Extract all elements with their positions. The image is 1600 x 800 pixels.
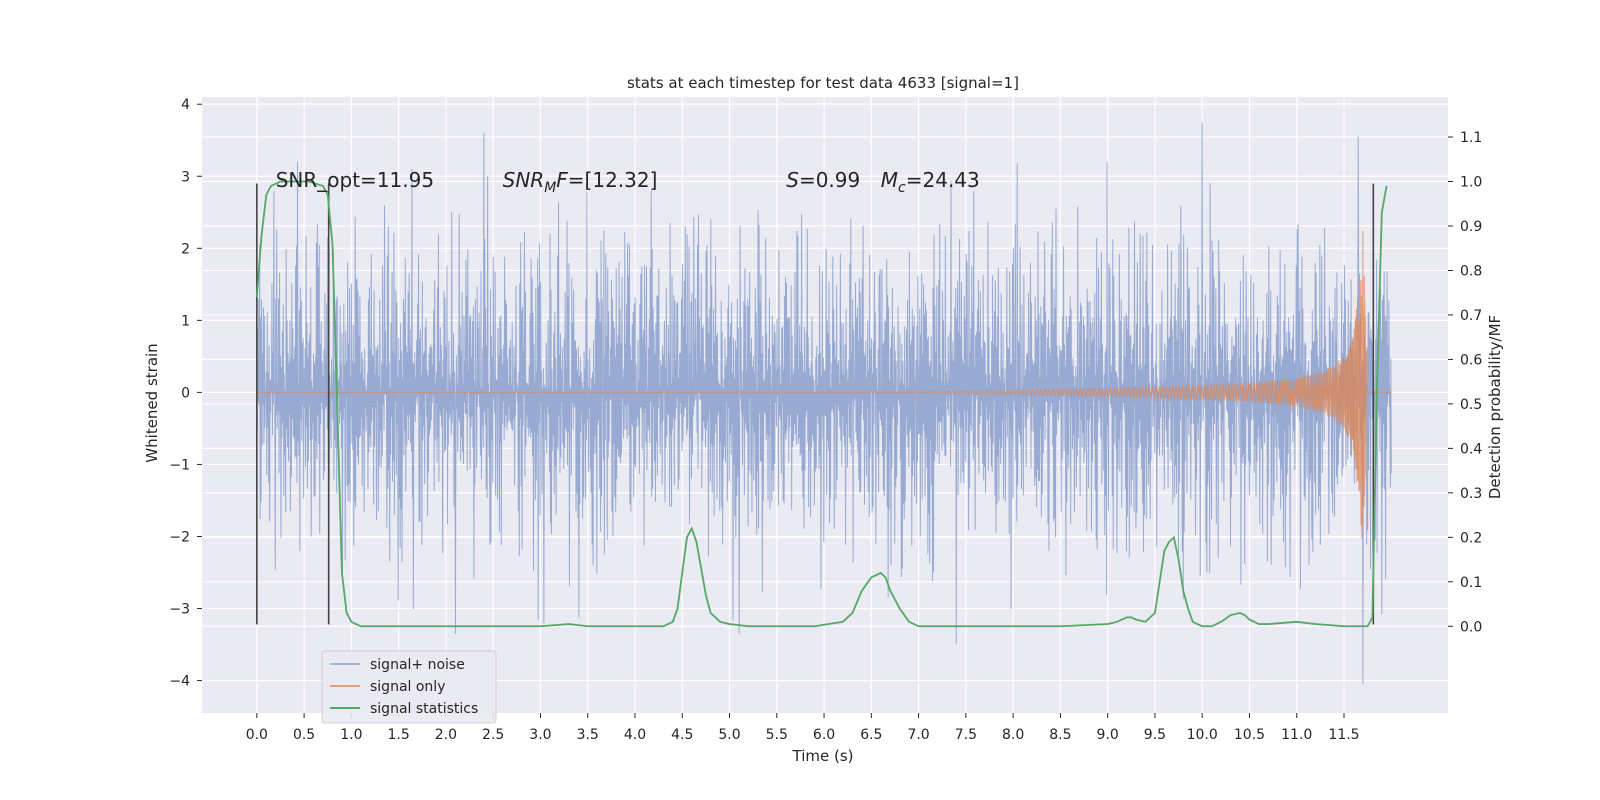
x-tick-label: 9.0: [1097, 727, 1119, 743]
y-tick-label-right: 0.4: [1460, 441, 1482, 457]
signal-noise-series: [256, 122, 1392, 685]
legend: signal+ noise signal only signal statistic…: [321, 650, 497, 724]
x-tick-label: 11.5: [1328, 727, 1359, 743]
chart-title: stats at each timestep for test data 463…: [627, 74, 1019, 92]
signal-statistics-line: [255, 180, 1388, 628]
y-tick-label-right: 0.6: [1460, 352, 1482, 368]
annotation-1: SNRMF=[12.32]: [503, 168, 658, 196]
y-tick-label-left: 4: [181, 97, 190, 113]
y-axis-label-left: Whitened strain: [143, 343, 161, 462]
x-tick-label: 1.5: [388, 727, 410, 743]
signal-only-series: [256, 230, 1392, 539]
x-tick-label: 7.0: [907, 727, 929, 743]
x-tick-label: 4.0: [624, 727, 646, 743]
y-axis-label-right: Detection probability/MF: [1486, 315, 1504, 499]
x-tick-label: 0.5: [293, 727, 315, 743]
annotation-0: SNR_opt=11.95: [276, 168, 434, 192]
x-tick-label: 8.0: [1002, 727, 1024, 743]
y-tick-label-right: 1.0: [1460, 175, 1482, 191]
y-tick-label-right: 0.3: [1460, 486, 1482, 502]
x-tick-label: 0.0: [246, 727, 268, 743]
y-tick-label-right: 0.9: [1460, 219, 1482, 235]
x-tick-label: 8.5: [1049, 727, 1071, 743]
x-tick-label: 7.5: [955, 727, 977, 743]
y-tick-label-left: 0: [181, 385, 190, 401]
annotations: SNR_opt=11.95 SNRMF=[12.32] S=0.99 Mc=24.43: [276, 168, 980, 196]
x-tick-label: 11.0: [1281, 727, 1312, 743]
y-tick-label-right: 0.8: [1460, 263, 1482, 279]
x-tick-label: 5.5: [766, 727, 788, 743]
x-tick-label: 3.0: [529, 727, 551, 743]
y-tick-label-left: 2: [181, 241, 190, 257]
x-tick-label: 4.5: [671, 727, 693, 743]
x-tick-label: 3.5: [577, 727, 599, 743]
y-tick-label-left: 3: [181, 169, 190, 185]
legend-label: signal+ noise: [370, 657, 465, 673]
y-tick-label-right: 0.1: [1460, 575, 1482, 591]
legend-label: signal statistics: [370, 701, 478, 717]
x-tick-label: 9.5: [1144, 727, 1166, 743]
annotation-2: S=0.99: [786, 168, 860, 192]
x-tick-label: 6.0: [813, 727, 835, 743]
legend-label: signal only: [370, 679, 445, 695]
x-tick-label: 10.0: [1187, 727, 1218, 743]
y-tick-label-left: −3: [169, 602, 190, 618]
signal-noise-line: [256, 122, 1392, 685]
signal-only-line: [256, 230, 1392, 539]
y-tick-label-right: 0.2: [1460, 530, 1482, 546]
x-tick-label: 2.0: [435, 727, 457, 743]
annotation-3: Mc=24.43: [881, 168, 980, 196]
y-tick-label-right: 0.0: [1460, 619, 1482, 635]
y-tick-label-right: 0.7: [1460, 308, 1482, 324]
axes: 0.0 0.5 1.0 1.5 2.0 2.5 3.0 3.5 4.0 4.5 5.0 5.5 6.0 6…: [169, 97, 1482, 743]
y-tick-label-left: 1: [181, 313, 190, 329]
x-axis-label: Time (s): [792, 747, 854, 765]
x-tick-label: 5.0: [718, 727, 740, 743]
y-tick-label-left: −4: [169, 674, 190, 690]
signal-statistics-series: [255, 180, 1388, 628]
y-tick-label-left: −1: [169, 457, 190, 473]
x-tick-label: 2.5: [482, 727, 504, 743]
y-tick-label-right: 1.1: [1460, 130, 1482, 146]
x-tick-label: 6.5: [860, 727, 882, 743]
y-tick-label-left: −2: [169, 529, 190, 545]
x-tick-label: 10.5: [1234, 727, 1265, 743]
legend-box: [321, 650, 497, 724]
y-tick-label-right: 0.5: [1460, 397, 1482, 413]
x-tick-label: 1.0: [340, 727, 362, 743]
